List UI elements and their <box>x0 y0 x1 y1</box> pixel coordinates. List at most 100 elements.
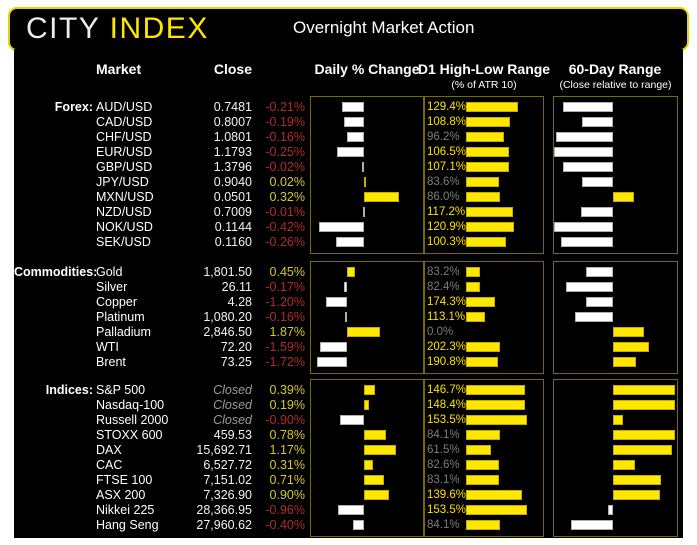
d1-range-bar <box>466 400 526 410</box>
market-label: GBP/USD <box>96 160 153 174</box>
close-value: 0.1144 <box>214 220 252 234</box>
d1-range-label: 100.3% <box>427 236 467 248</box>
range60-bar <box>613 342 649 352</box>
d1-range-label: 153.5% <box>427 504 467 516</box>
market-label: Silver <box>96 280 128 294</box>
market-label: Palladium <box>96 325 151 339</box>
daily-pct-bar <box>364 192 399 202</box>
close-value: 73.25 <box>220 355 252 369</box>
daily-pct-label: -0.21% <box>265 100 305 114</box>
market-label: STOXX 600 <box>96 428 163 442</box>
d1-range-bar <box>466 192 501 202</box>
market-label: S&P 500 <box>96 383 146 397</box>
d1-range-bar <box>466 357 499 367</box>
daily-pct-bar <box>337 147 365 157</box>
d1-range-label: 106.5% <box>427 146 467 158</box>
daily-pct-bar <box>336 237 365 247</box>
close-value: 2,846.50 <box>203 325 252 339</box>
daily-pct-bar <box>364 177 367 187</box>
close-value: 0.8007 <box>213 115 252 129</box>
d1-range-bar <box>466 147 509 157</box>
daily-pct-label: -0.25% <box>265 145 305 159</box>
column-header-d1-range: D1 High-Low Range <box>417 61 551 77</box>
market-label: Platinum <box>96 310 145 324</box>
market-label: Russell 2000 <box>96 413 169 427</box>
daily-pct-label: -0.19% <box>265 115 305 129</box>
close-value: 26.11 <box>221 280 252 294</box>
close-value: 0.1160 <box>214 235 252 249</box>
range60-bar <box>561 237 614 247</box>
close-value: Closed <box>213 413 252 427</box>
report-title: Overnight Market Action <box>293 18 475 37</box>
daily-pct-label: 0.02% <box>269 175 305 189</box>
close-value: 4.28 <box>227 295 252 309</box>
market-label: CAC <box>96 458 123 472</box>
range60-bar <box>613 475 661 485</box>
daily-pct-label: -0.16% <box>265 130 305 144</box>
daily-pct-bar <box>364 475 384 485</box>
column-header-market: Market <box>96 61 142 77</box>
d1-range-label: 190.8% <box>427 356 467 368</box>
range60-bar <box>613 400 675 410</box>
d1-range-label: 86.0% <box>427 191 460 203</box>
daily-pct-label: -0.96% <box>265 503 305 517</box>
daily-pct-bar <box>344 312 348 322</box>
section-commodities: Commodities: Gold 1,801.50 0.45% 83.2% Silver… <box>14 261 683 374</box>
section-indices: Indices: S&P 500 Closed 0.39% 146.7% Nasdaq-1… <box>14 379 683 537</box>
section-forex: Forex: AUD/USD 0.7481 -0.21% 129.4% CAD/USD 0.… <box>14 96 683 254</box>
daily-pct-bar <box>344 282 348 292</box>
range60-bar <box>608 505 614 515</box>
market-label: Brent <box>96 355 126 369</box>
daily-pct-bar <box>343 117 365 127</box>
daily-pct-label: -0.16% <box>265 310 305 324</box>
range60-bar <box>613 430 675 440</box>
range60-bar <box>613 460 636 470</box>
range60-bar <box>613 490 660 500</box>
daily-pct-bar <box>364 460 373 470</box>
market-label: EUR/USD <box>96 145 153 159</box>
daily-change-box <box>310 261 424 374</box>
range60-bar <box>562 162 614 172</box>
d1-range-bar <box>466 475 500 485</box>
d1-range-bar <box>466 430 500 440</box>
daily-pct-label: 1.87% <box>269 325 305 339</box>
close-value: 1,080.20 <box>203 310 252 324</box>
d1-range-label: 108.8% <box>427 116 467 128</box>
range60-bar <box>613 192 634 202</box>
market-label: FTSE 100 <box>96 473 153 487</box>
d1-range-bar <box>466 490 522 500</box>
daily-pct-label: 0.32% <box>269 190 305 204</box>
daily-pct-bar <box>364 430 386 440</box>
daily-pct-label: -0.90% <box>265 413 305 427</box>
range60-bar <box>556 132 614 142</box>
column-header-close: Close <box>213 61 252 77</box>
market-label: CHF/USD <box>96 130 152 144</box>
daily-pct-bar <box>317 357 348 367</box>
daily-pct-bar <box>364 490 389 500</box>
daily-pct-bar <box>364 385 375 395</box>
city-index-logo: CITY INDEX <box>26 12 209 46</box>
d1-range-label: 174.3% <box>427 296 467 308</box>
daily-pct-bar <box>341 102 365 112</box>
daily-pct-label: -0.26% <box>265 235 305 249</box>
daily-pct-bar <box>347 327 381 337</box>
range60-bar <box>571 520 614 530</box>
daily-pct-bar <box>337 505 365 515</box>
d1-range-bar <box>466 415 528 425</box>
column-subheader-close-relative: (Close relative to range) <box>559 79 672 91</box>
daily-pct-bar <box>363 207 366 217</box>
range60-bar <box>585 267 614 277</box>
range60-bar <box>585 297 614 307</box>
daily-pct-bar <box>364 445 397 455</box>
daily-pct-bar <box>319 222 365 232</box>
close-value: 7,326.90 <box>203 488 252 502</box>
daily-pct-bar <box>353 520 365 530</box>
d1-range-label: 96.2% <box>427 131 460 143</box>
d1-range-label: 61.5% <box>427 444 460 456</box>
daily-pct-label: 0.45% <box>269 265 305 279</box>
market-label: SEK/USD <box>96 235 151 249</box>
close-value: 27,960.62 <box>196 518 252 532</box>
d1-range-label: 83.6% <box>427 176 460 188</box>
daily-pct-label: 0.78% <box>269 428 305 442</box>
market-label: WTI <box>96 340 119 354</box>
